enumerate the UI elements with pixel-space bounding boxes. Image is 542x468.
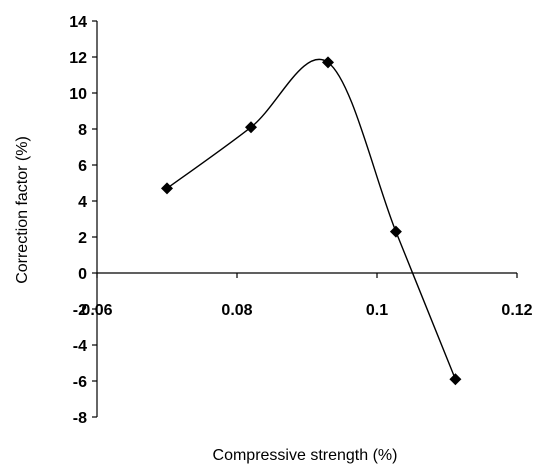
y-axis-title: Correction factor (%) — [14, 136, 31, 284]
x-tick-label: 0.08 — [221, 302, 252, 319]
x-axis-title: Compressive strength (%) — [213, 447, 398, 464]
y-tick-label: 12 — [69, 50, 87, 67]
y-tick-label: 8 — [78, 122, 87, 139]
data-point — [245, 121, 257, 134]
x-tick-label: 0.1 — [366, 302, 388, 319]
x-tick-label: 0.12 — [501, 302, 532, 319]
data-point — [449, 373, 462, 386]
ticks: -8 -6 -4 -2 0 2 4 6 8 10 12 14 0.06 0.08 0.1 0.12 — [69, 14, 532, 427]
curve-layer — [166, 58, 457, 380]
y-tick-label: 4 — [78, 194, 87, 211]
y-tick-label: 0 — [78, 266, 87, 283]
x-tick-label: 0.06 — [81, 302, 112, 319]
y-tick-label: 10 — [69, 86, 87, 103]
series-line — [166, 58, 457, 380]
y-tick-label: -8 — [73, 410, 87, 427]
y-tick-label: 6 — [78, 158, 87, 175]
y-tick-label: 14 — [69, 14, 87, 31]
y-tick-label: -6 — [73, 374, 87, 391]
y-tick-label: 2 — [78, 230, 87, 247]
data-point — [161, 182, 173, 195]
data-point — [322, 56, 334, 69]
y-tick-label: -4 — [73, 338, 87, 355]
data-point — [389, 225, 402, 238]
axes — [96, 21, 517, 417]
points — [161, 56, 462, 386]
y-tick-label: -2 — [73, 302, 87, 319]
